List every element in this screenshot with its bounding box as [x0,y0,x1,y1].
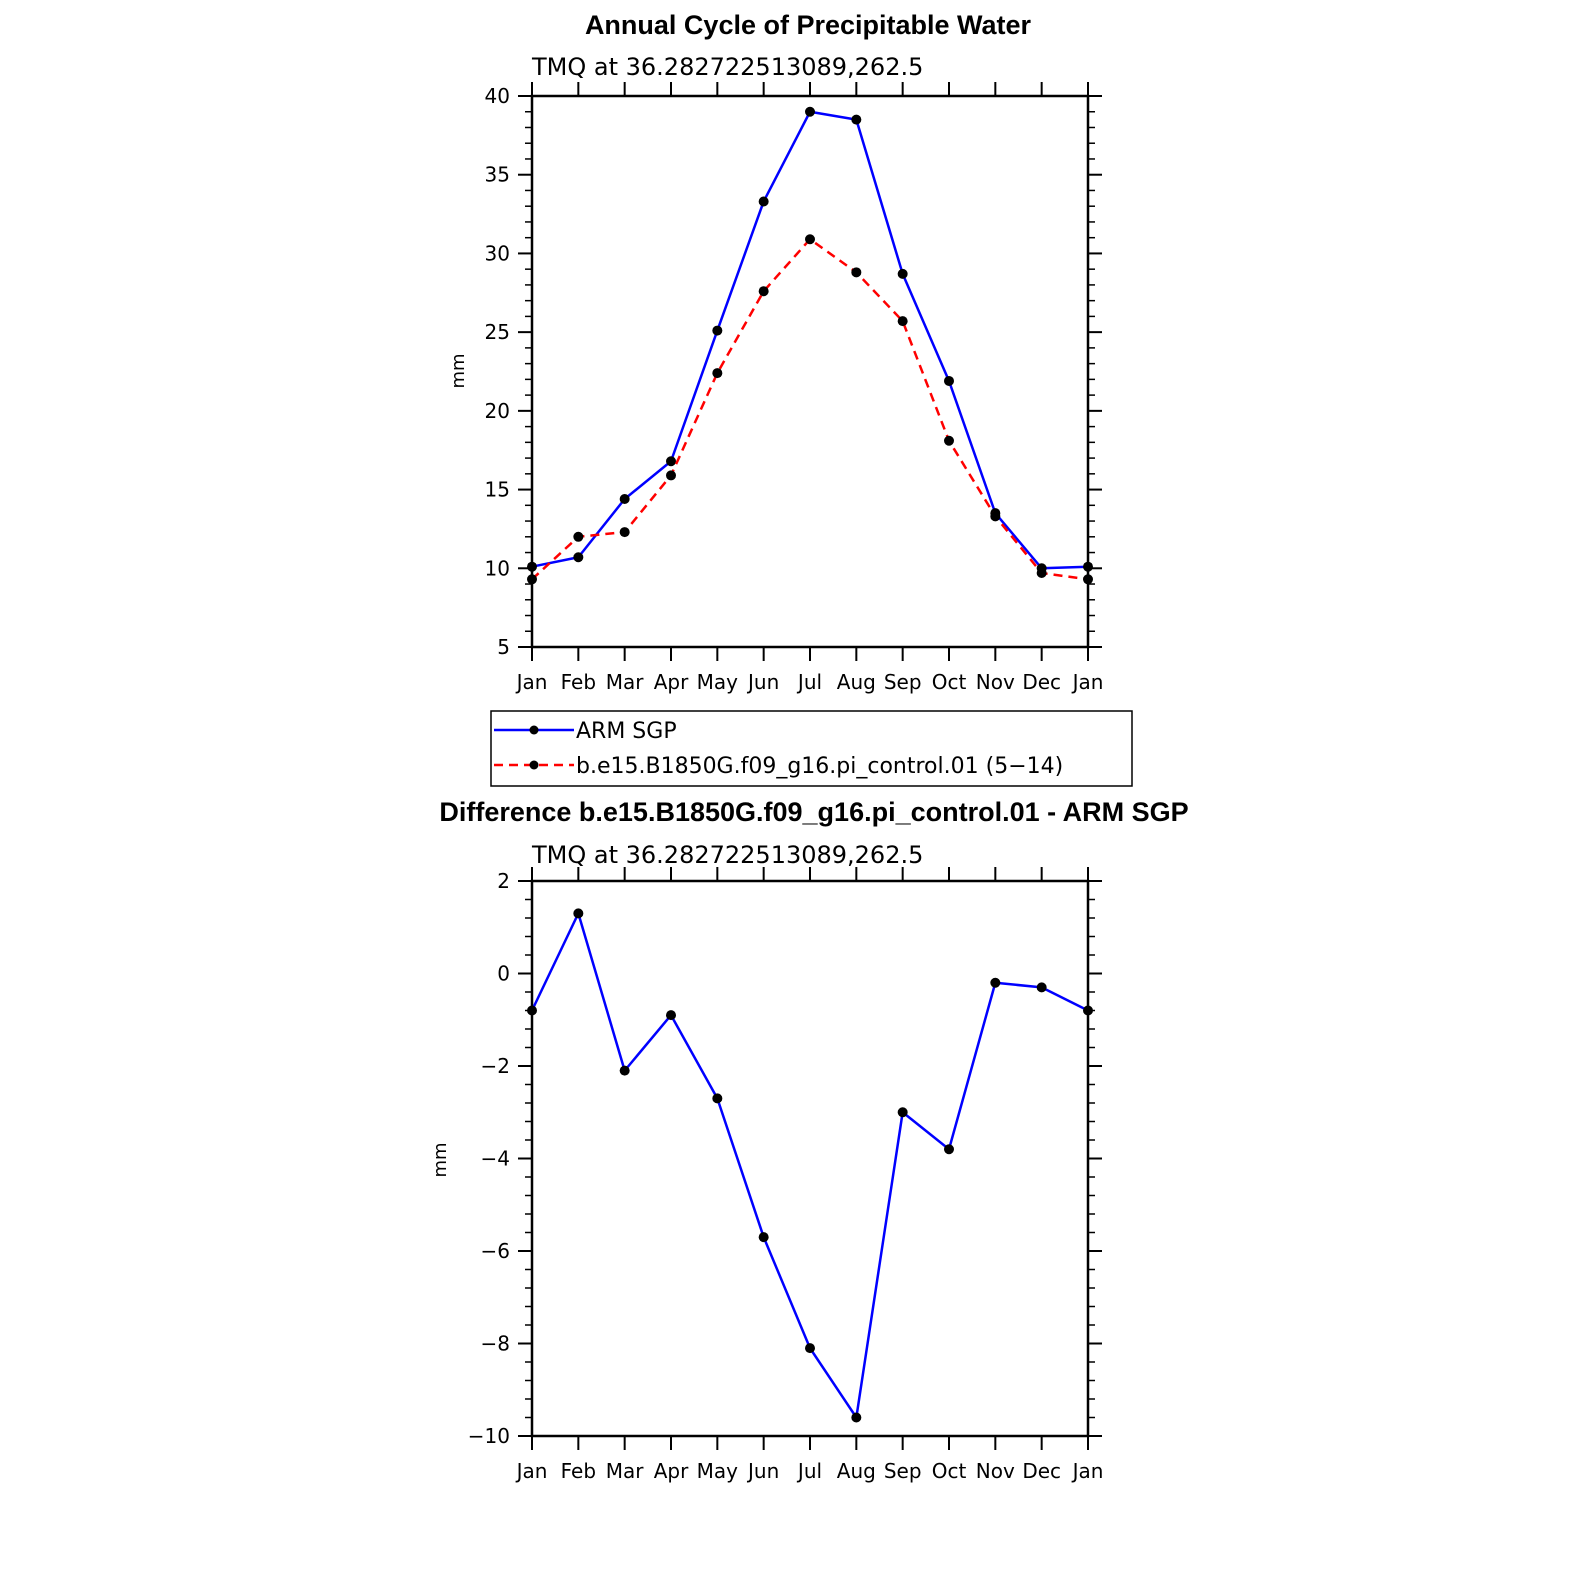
series-layer [527,908,1093,1423]
data-point [758,196,769,207]
x-tick-label: Sep [884,1459,922,1483]
data-point [944,1144,954,1155]
series-layer [527,106,1093,585]
x-tick-label: Jun [746,670,779,694]
data-point [712,1093,723,1104]
data-point [527,574,537,585]
y-axis-label: mm [430,1142,451,1177]
x-tick-label: Dec [1022,1459,1061,1483]
x-tick-label: Nov [976,670,1015,694]
legend: ARM SGP b.e15.B1850G.f09_g16.pi_control.… [490,710,1133,787]
data-point [573,552,584,563]
x-tick-label: Jul [796,1459,822,1483]
y-tick-label: 0 [497,962,510,986]
y-tick-label: 5 [497,635,510,659]
x-tick-label: Nov [976,1459,1015,1483]
data-point [666,1010,676,1021]
y-tick-label: 15 [485,478,510,502]
data-point [944,435,954,446]
data-point [851,267,862,278]
legend-label-arm-sgp: ARM SGP [576,719,677,744]
data-point [712,325,723,336]
x-tick-label: Jul [796,670,822,694]
data-point [666,456,676,467]
data-point [1083,574,1093,585]
data-point [805,234,815,245]
legend-marker-arm-sgp [529,725,539,735]
x-tick-label: May [697,670,739,694]
chart-title: Annual Cycle of Precipitable Water [585,10,1032,40]
x-tick-label: Mar [606,1459,645,1483]
x-tick-label: Jan [1071,670,1104,694]
y-tick-label: 25 [485,320,510,344]
x-tick-label: Oct [932,1459,967,1483]
x-tick-label: Mar [606,670,645,694]
x-tick-label: Sep [884,670,922,694]
y-tick-label: 40 [485,84,510,108]
legend-marker-model [529,760,539,770]
data-point [851,1412,862,1423]
x-tick-label: Jan [515,1459,548,1483]
x-tick-label: Aug [837,1459,876,1483]
legend-box [490,710,1133,787]
data-point [897,268,908,279]
y-axis-label: mm [448,353,469,388]
x-axis: Jan Feb Mar Apr May Jun Jul Aug Sep Oct Nov Dec Jan [515,82,1104,694]
data-point [897,1107,908,1118]
data-point [573,531,584,542]
data-point [944,375,954,386]
data-point [527,1005,537,1016]
data-point [990,977,1001,988]
legend-label-model: b.e15.B1850G.f09_g16.pi_control.01 (5−14… [576,754,1063,779]
x-tick-label: Feb [561,1459,596,1483]
y-tick-label: 2 [497,869,510,893]
y-tick-label: 10 [485,556,510,580]
y-tick-label: −10 [468,1424,510,1448]
y-tick-label: −2 [481,1054,510,1078]
y-axis: 5 10 15 20 25 30 35 40 [485,84,1102,659]
data-point [619,1065,630,1076]
x-axis: Jan Feb Mar Apr May Jun Jul Aug Sep Oct Nov Dec Jan [515,867,1104,1483]
x-tick-label: Jan [515,670,548,694]
x-tick-label: Aug [837,670,876,694]
data-point [712,368,723,379]
y-tick-label: 30 [485,241,510,265]
data-point [897,316,908,327]
data-point [805,1343,815,1354]
difference-chart: Difference b.e15.B1850G.f09_g16.pi_contr… [430,797,1189,1483]
x-tick-label: Apr [654,670,689,694]
x-tick-label: Apr [654,1459,689,1483]
data-point [666,470,676,481]
data-point [1036,568,1047,579]
y-tick-label: 35 [485,163,510,187]
x-tick-label: Jun [746,1459,779,1483]
data-point [1083,1005,1093,1016]
chart-title: Difference b.e15.B1850G.f09_g16.pi_contr… [439,797,1188,827]
x-tick-label: Dec [1022,670,1061,694]
data-point [619,494,630,505]
x-tick-label: Oct [932,670,967,694]
data-point [990,511,1001,522]
chart-subtitle: TMQ at 36.282722513089,262.5 [531,841,923,869]
chart-subtitle: TMQ at 36.282722513089,262.5 [531,53,923,81]
data-point [758,1232,769,1243]
data-point [1083,561,1093,572]
x-tick-label: Feb [561,670,596,694]
data-point [527,561,537,572]
data-point [1036,982,1047,993]
y-tick-label: −8 [481,1332,510,1356]
y-tick-label: −6 [481,1239,510,1263]
annual-cycle-chart: Annual Cycle of Precipitable Water TMQ a… [448,10,1133,787]
data-point [619,527,630,538]
x-tick-label: May [697,1459,739,1483]
data-point [758,286,769,297]
y-axis: −10 −8 −6 −4 −2 0 2 [468,869,1102,1448]
x-tick-label: Jan [1071,1459,1104,1483]
data-point [805,106,815,117]
y-tick-label: −4 [481,1147,510,1171]
data-point [573,908,584,919]
data-point [851,114,862,125]
y-tick-label: 20 [485,399,510,423]
